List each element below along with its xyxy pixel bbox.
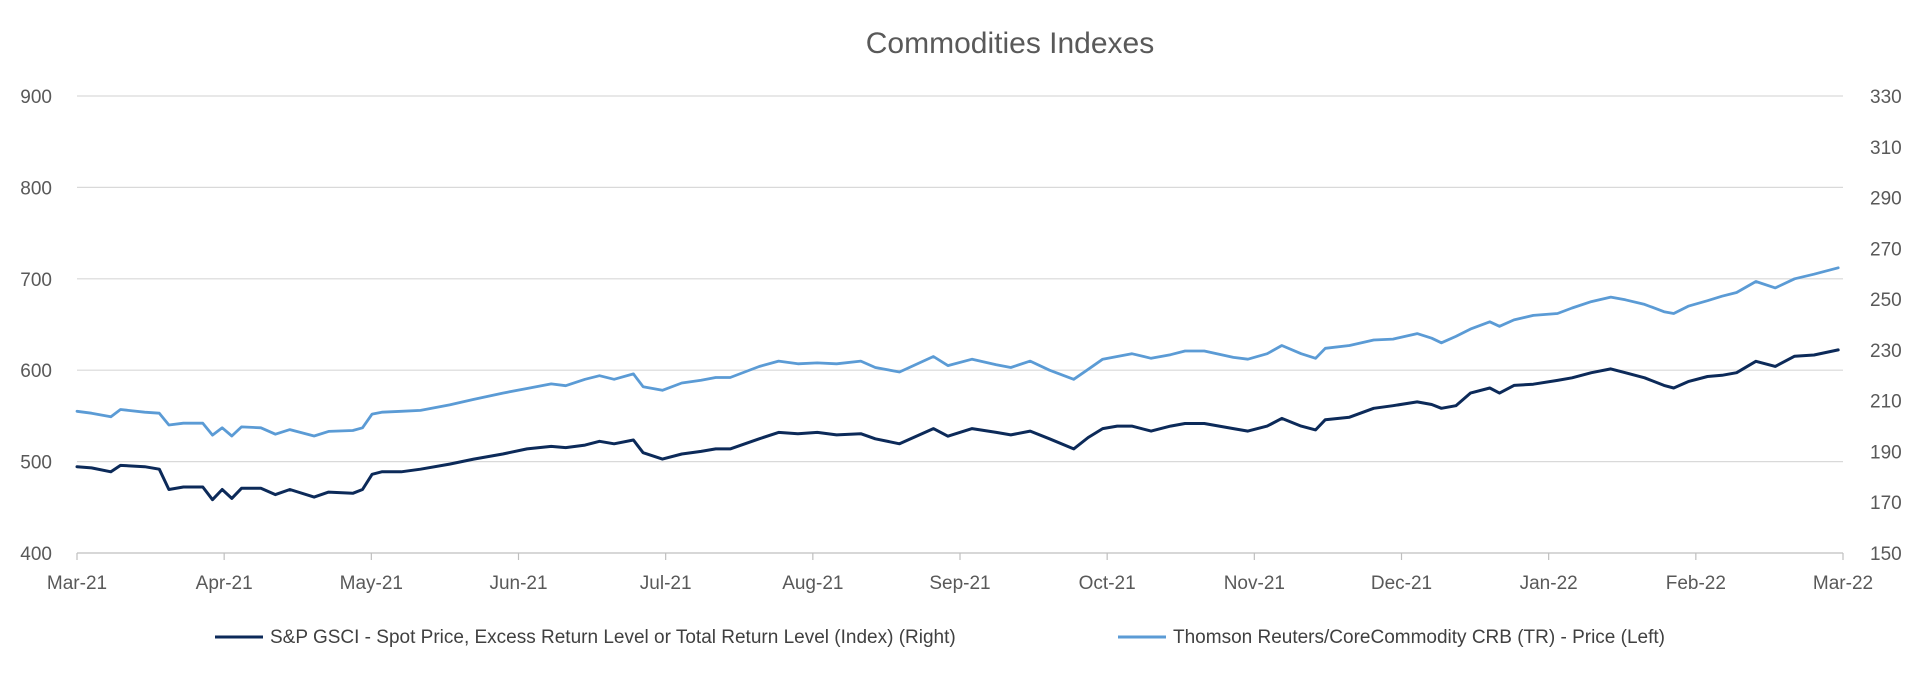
y-right-tick-label: 150 [1870,544,1902,565]
x-tick-label: Dec-21 [1371,573,1432,594]
gridlines [77,95,1843,554]
y-left-tick-label: 600 [20,361,52,382]
x-tick-label: Mar-21 [47,573,107,594]
series-line-crb [75,266,1840,438]
left-axis-ticks: 400 500 600 700 800 900 [20,87,52,565]
legend-label-gsci: S&P GSCI - Spot Price, Excess Return Lev… [270,627,956,648]
y-left-tick-label: 700 [20,270,52,291]
x-tick-label: May-21 [340,573,403,594]
y-left-tick-label: 500 [20,453,52,474]
x-tick-label: Feb-22 [1666,573,1726,594]
y-right-tick-label: 290 [1870,189,1902,210]
x-tick-label: Aug-21 [782,573,843,594]
x-tick-label: Sep-21 [929,573,990,594]
y-right-tick-label: 270 [1870,239,1902,260]
x-tick-label: Mar-22 [1813,573,1873,594]
legend: S&P GSCI - Spot Price, Excess Return Lev… [215,627,1665,648]
x-tick-label: Jun-21 [489,573,547,594]
series-line-gsci [75,348,1840,502]
x-tick-label: Nov-21 [1224,573,1285,594]
y-left-tick-label: 800 [20,178,52,199]
y-left-tick-label: 400 [20,544,52,565]
y-right-tick-label: 250 [1870,290,1902,311]
x-tick-label: Jul-21 [640,573,692,594]
y-right-tick-label: 190 [1870,442,1902,463]
series-lines [75,266,1840,502]
x-tick-label: Apr-21 [196,573,253,594]
legend-label-crb: Thomson Reuters/CoreCommodity CRB (TR) -… [1173,627,1665,648]
y-right-tick-label: 170 [1870,493,1902,514]
y-right-tick-label: 210 [1870,392,1902,413]
right-axis-ticks: 150 170 190 210 230 250 270 290 310 330 [1870,87,1902,565]
x-tick-label: Oct-21 [1079,573,1136,594]
x-axis-ticks: Mar-21 Apr-21 May-21 Jun-21 Jul-21 Aug-21 Sep-… [47,553,1873,594]
y-left-tick-label: 900 [20,87,52,108]
y-right-tick-label: 330 [1870,87,1902,108]
y-right-tick-label: 230 [1870,341,1902,362]
x-tick-label: Jan-22 [1520,573,1578,594]
chart-title: Commodities Indexes [866,27,1154,60]
y-right-tick-label: 310 [1870,138,1902,159]
